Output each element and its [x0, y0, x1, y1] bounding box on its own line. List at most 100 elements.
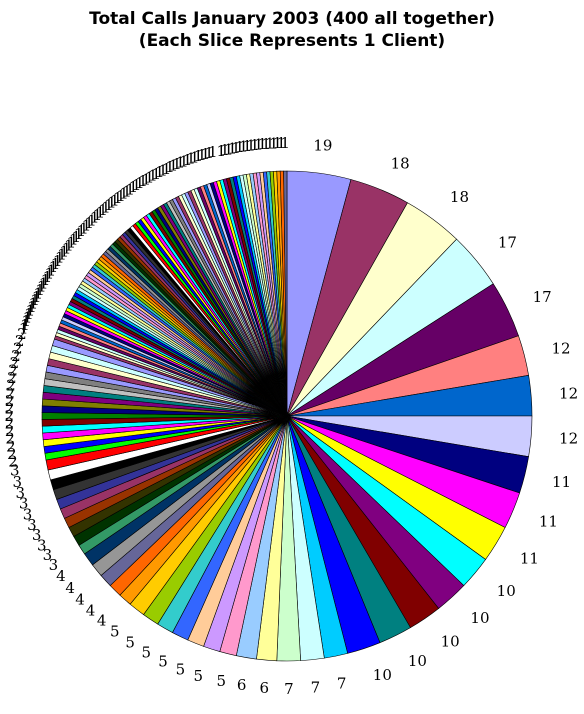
slice-value-label-40: 3: [19, 495, 29, 513]
slice-value-label-103: 1: [107, 194, 117, 212]
slice-value-label-111: 1: [132, 176, 142, 194]
slice-value-label-18: 7: [311, 679, 321, 697]
slice-value-label-90: 1: [71, 228, 81, 246]
slice-value-label-128: 1: [190, 148, 200, 166]
slice-value-label-72: 1: [34, 284, 44, 302]
slice-value-label-15: 10: [408, 652, 427, 670]
slice-value-label-43: 3: [10, 462, 20, 480]
slice-value-label-150: 1: [277, 134, 287, 152]
slice-value-label-11: 11: [520, 549, 539, 567]
slice-value-label-33: 4: [56, 567, 66, 585]
slice-value-label-140: 1: [239, 137, 249, 155]
slice-value-label-147: 1: [265, 135, 275, 153]
slice-value-label-84: 1: [57, 246, 67, 264]
slice-value-label-41: 3: [15, 484, 25, 502]
pie-labels: 1918181717121212111111101010101077766555…: [4, 134, 578, 698]
slice-value-label-27: 5: [125, 634, 135, 652]
slice-value-label-36: 3: [37, 536, 47, 554]
slice-value-label-26: 5: [142, 644, 152, 662]
slice-value-label-99: 1: [95, 204, 105, 222]
slice-value-label-139: 1: [235, 138, 245, 156]
slice-value-label-108: 1: [122, 182, 132, 200]
slice-value-label-7: 12: [559, 384, 578, 402]
slice-value-label-17: 7: [337, 674, 347, 692]
slice-value-label-58: 2: [11, 347, 21, 365]
slice-value-label-83: 1: [55, 249, 65, 267]
slice-value-label-21: 6: [237, 676, 247, 694]
slice-value-label-122: 1: [169, 157, 179, 175]
slice-value-label-31: 4: [75, 590, 85, 608]
slice-value-label-143: 1: [250, 136, 260, 154]
slice-value-label-151: 1: [280, 134, 290, 152]
slice-value-label-82: 1: [53, 252, 63, 270]
slice-value-label-30: 4: [86, 601, 96, 619]
slice-value-label-35: 3: [43, 546, 53, 564]
slice-value-label-24: 5: [176, 660, 186, 678]
slice-value-label-74: 1: [37, 278, 47, 296]
slice-value-label-1: 19: [313, 136, 332, 154]
slice-value-label-144: 1: [254, 135, 264, 153]
slice-value-label-137: 1: [228, 140, 238, 158]
slice-value-label-8: 12: [559, 430, 578, 448]
slice-value-label-141: 1: [243, 137, 253, 155]
slice-value-label-130: 1: [197, 146, 207, 164]
slice-value-label-53: 2: [5, 384, 15, 402]
slice-value-label-112: 1: [135, 174, 145, 192]
slice-value-label-61: 2: [17, 325, 27, 343]
slice-value-label-13: 10: [470, 609, 489, 627]
slice-value-label-63: 1: [20, 316, 30, 334]
slice-value-label-28: 5: [110, 623, 120, 641]
slice-value-label-145: 1: [258, 135, 268, 153]
slice-value-label-107: 1: [119, 185, 129, 203]
slice-value-label-64: 1: [21, 312, 31, 330]
slice-value-label-22: 5: [216, 672, 226, 690]
slice-value-label-93: 1: [79, 219, 89, 237]
slice-value-label-127: 1: [186, 150, 196, 168]
slice-value-label-113: 1: [138, 172, 148, 190]
slice-value-label-23: 5: [193, 667, 203, 685]
slice-value-label-114: 1: [142, 170, 152, 188]
slice-value-label-89: 1: [69, 231, 79, 249]
slice-value-label-125: 1: [179, 152, 189, 170]
chart-subtitle: (Each Slice Represents 1 Client): [138, 31, 446, 51]
slice-value-label-121: 1: [165, 158, 175, 176]
slice-value-label-117: 1: [151, 165, 161, 183]
slice-value-label-57: 2: [10, 354, 20, 372]
slice-value-label-118: 1: [155, 163, 165, 181]
slice-value-label-69: 1: [29, 295, 39, 313]
slice-value-label-50: 2: [4, 407, 14, 425]
slice-value-label-59: 2: [13, 339, 23, 357]
slice-value-label-142: 1: [246, 136, 256, 154]
slice-value-label-92: 1: [77, 222, 87, 240]
slice-value-label-146: 1: [261, 135, 271, 153]
slice-value-label-86: 1: [62, 240, 72, 258]
slice-value-label-106: 1: [116, 187, 126, 205]
slice-value-label-68: 1: [27, 298, 37, 316]
slice-value-label-19: 7: [284, 680, 294, 698]
slice-value-label-47: 2: [5, 430, 15, 448]
slice-value-label-71: 1: [32, 288, 42, 306]
slice-value-label-94: 1: [82, 217, 92, 235]
slice-value-label-100: 1: [98, 201, 108, 219]
slice-value-label-62: 1: [19, 319, 29, 337]
slice-value-label-126: 1: [183, 151, 193, 169]
slice-value-label-4: 17: [498, 234, 517, 252]
slice-value-label-48: 2: [5, 422, 15, 440]
slice-value-label-39: 3: [23, 505, 33, 523]
slice-value-label-80: 1: [49, 258, 59, 276]
slice-value-label-54: 2: [6, 377, 16, 395]
slice-value-label-78: 1: [45, 265, 55, 283]
slice-value-label-134: 1: [216, 142, 226, 160]
slice-value-label-49: 2: [5, 415, 15, 433]
slice-value-label-51: 2: [5, 399, 15, 417]
slice-value-label-37: 3: [32, 526, 42, 544]
pie-slices: [41, 170, 533, 662]
slice-value-label-67: 1: [26, 302, 36, 320]
slice-value-label-9: 11: [552, 473, 571, 491]
slice-value-label-149: 1: [273, 134, 283, 152]
slice-value-label-34: 3: [49, 556, 59, 574]
slice-value-label-60: 2: [15, 332, 25, 350]
slice-value-label-66: 1: [24, 305, 34, 323]
slice-value-label-65: 1: [23, 309, 33, 327]
